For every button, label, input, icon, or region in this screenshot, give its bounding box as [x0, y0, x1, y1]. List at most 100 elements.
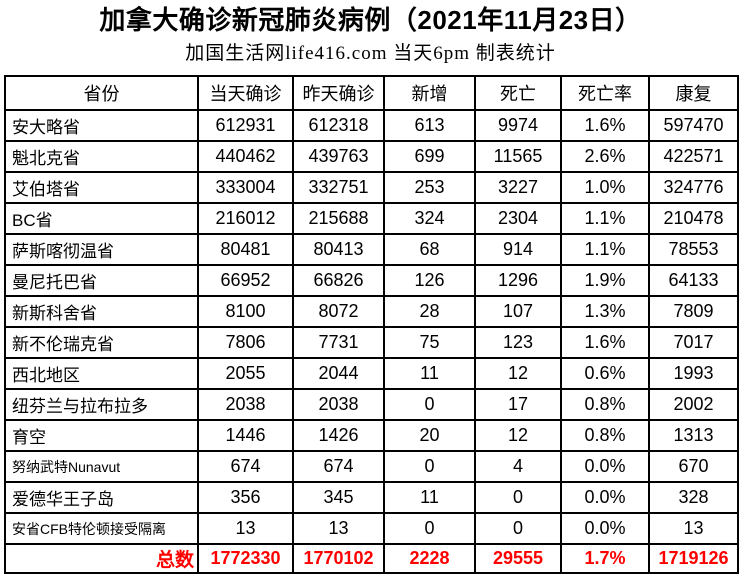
total-value-cell: 29555	[474, 543, 562, 574]
value-cell: 11	[383, 357, 476, 390]
value-cell: 0.0%	[560, 481, 650, 514]
value-cell: 670	[648, 450, 739, 483]
table-total-row: 总数 1772330 1770102 2228 29555 1.7% 1719126	[4, 543, 739, 574]
value-cell: 0.8%	[560, 388, 650, 421]
table-row: 魁北克省 440462 439763 699 11565 2.6% 422571	[4, 140, 739, 173]
value-cell: 3227	[474, 171, 562, 204]
value-cell: 17	[474, 388, 562, 421]
province-name-cell: 萨斯喀彻温省	[4, 233, 199, 266]
value-cell: 2038	[292, 388, 385, 421]
value-cell: 12	[474, 419, 562, 452]
table-body: 安大略省 612931 612318 613 9974 1.6% 597470 魁北克省 440…	[4, 109, 739, 545]
value-cell: 0	[474, 512, 562, 545]
value-cell: 356	[197, 481, 294, 514]
value-cell: 1.6%	[560, 109, 650, 142]
value-cell: 9974	[474, 109, 562, 142]
province-name-cell: 西北地区	[4, 357, 199, 390]
province-name-cell: 新斯科舍省	[4, 295, 199, 328]
value-cell: 253	[383, 171, 476, 204]
table-row: 纽芬兰与拉布拉多 2038 2038 0 17 0.8% 2002	[4, 388, 739, 421]
value-cell: 1.1%	[560, 202, 650, 235]
table-row: 育空 1446 1426 20 12 0.8% 1313	[4, 419, 739, 452]
table-row: 努纳武特Nunavut 674 674 0 4 0.0% 670	[4, 450, 739, 483]
value-cell: 123	[474, 326, 562, 359]
province-name-cell: 努纳武特Nunavut	[4, 450, 199, 483]
value-cell: 2.6%	[560, 140, 650, 173]
value-cell: 11	[383, 481, 476, 514]
value-cell: 7731	[292, 326, 385, 359]
value-cell: 440462	[197, 140, 294, 173]
value-cell: 66826	[292, 264, 385, 297]
value-cell: 699	[383, 140, 476, 173]
value-cell: 597470	[648, 109, 739, 142]
value-cell: 0	[474, 481, 562, 514]
table-row: 萨斯喀彻温省 80481 80413 68 914 1.1% 78553	[4, 233, 739, 266]
column-header-6: 康复	[648, 75, 739, 111]
value-cell: 2044	[292, 357, 385, 390]
value-cell: 66952	[197, 264, 294, 297]
value-cell: 613	[383, 109, 476, 142]
value-cell: 332751	[292, 171, 385, 204]
page-subtitle: 加国生活网life416.com 当天6pm 制表统计	[185, 43, 556, 64]
value-cell: 8100	[197, 295, 294, 328]
column-header-1: 当天确诊	[197, 75, 294, 111]
value-cell: 914	[474, 233, 562, 266]
value-cell: 7806	[197, 326, 294, 359]
value-cell: 612931	[197, 109, 294, 142]
value-cell: 2055	[197, 357, 294, 390]
value-cell: 0	[383, 450, 476, 483]
value-cell: 68	[383, 233, 476, 266]
value-cell: 210478	[648, 202, 739, 235]
value-cell: 0	[383, 388, 476, 421]
value-cell: 13	[648, 512, 739, 545]
table-header-row: 省份 当天确诊 昨天确诊 新增 死亡 死亡率 康复	[4, 75, 739, 111]
value-cell: 345	[292, 481, 385, 514]
value-cell: 328	[648, 481, 739, 514]
value-cell: 1993	[648, 357, 739, 390]
table-row: 西北地区 2055 2044 11 12 0.6% 1993	[4, 357, 739, 390]
table-row: 曼尼托巴省 66952 66826 126 1296 1.9% 64133	[4, 264, 739, 297]
province-name-cell: 新不伦瑞克省	[4, 326, 199, 359]
value-cell: 20	[383, 419, 476, 452]
table-row: 安省CFB特伦顿接受隔离 13 13 0 0 0.0% 13	[4, 512, 739, 545]
covid-stats-table: 省份 当天确诊 昨天确诊 新增 死亡 死亡率 康复 安大略省 612931 612318 613 9…	[4, 75, 739, 574]
value-cell: 78553	[648, 233, 739, 266]
value-cell: 439763	[292, 140, 385, 173]
value-cell: 422571	[648, 140, 739, 173]
value-cell: 13	[197, 512, 294, 545]
value-cell: 215688	[292, 202, 385, 235]
value-cell: 2038	[197, 388, 294, 421]
value-cell: 12	[474, 357, 562, 390]
value-cell: 674	[292, 450, 385, 483]
value-cell: 0.8%	[560, 419, 650, 452]
column-header-5: 死亡率	[560, 75, 650, 111]
value-cell: 612318	[292, 109, 385, 142]
province-name-cell: 爱德华王子岛	[4, 481, 199, 514]
value-cell: 7809	[648, 295, 739, 328]
table-row: 新不伦瑞克省 7806 7731 75 123 1.6% 7017	[4, 326, 739, 359]
value-cell: 674	[197, 450, 294, 483]
total-value-cell: 2228	[383, 543, 476, 574]
value-cell: 126	[383, 264, 476, 297]
value-cell: 8072	[292, 295, 385, 328]
total-value-cell: 1.7%	[560, 543, 650, 574]
province-name-cell: 魁北克省	[4, 140, 199, 173]
province-name-cell: 曼尼托巴省	[4, 264, 199, 297]
value-cell: 1446	[197, 419, 294, 452]
total-value-cell: 1719126	[648, 543, 739, 574]
value-cell: 13	[292, 512, 385, 545]
table-row: BC省 216012 215688 324 2304 1.1% 210478	[4, 202, 739, 235]
value-cell: 64133	[648, 264, 739, 297]
value-cell: 1.0%	[560, 171, 650, 204]
province-name-cell: BC省	[4, 202, 199, 235]
value-cell: 28	[383, 295, 476, 328]
value-cell: 324776	[648, 171, 739, 204]
province-name-cell: 纽芬兰与拉布拉多	[4, 388, 199, 421]
value-cell: 1296	[474, 264, 562, 297]
value-cell: 75	[383, 326, 476, 359]
value-cell: 0.6%	[560, 357, 650, 390]
value-cell: 1.1%	[560, 233, 650, 266]
column-header-2: 昨天确诊	[292, 75, 385, 111]
value-cell: 333004	[197, 171, 294, 204]
value-cell: 216012	[197, 202, 294, 235]
